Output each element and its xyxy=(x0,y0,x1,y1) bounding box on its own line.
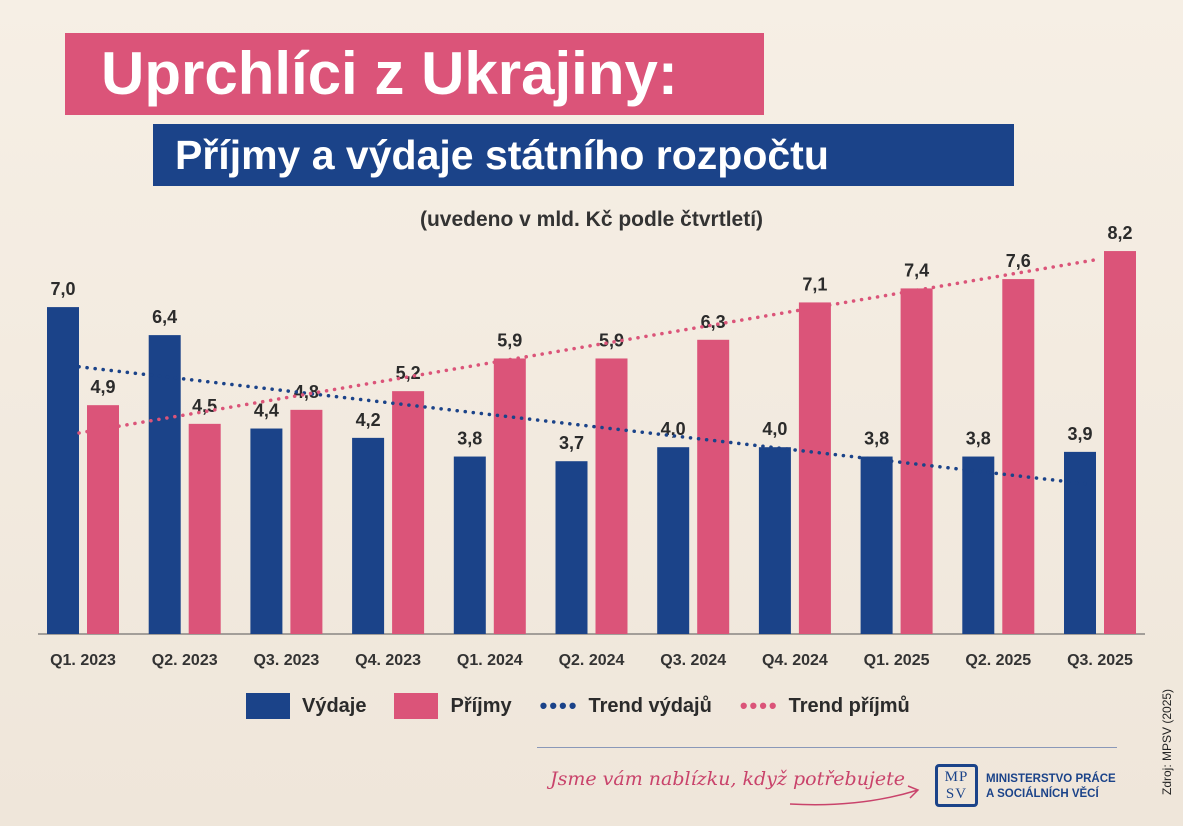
subtitle: Příjmy a výdaje státního rozpočtu xyxy=(153,124,1014,186)
x-tick-label: Q1. 2024 xyxy=(457,652,523,669)
x-tick-label: Q2. 2023 xyxy=(152,652,218,669)
data-label: 7,6 xyxy=(1006,251,1031,271)
data-label: 8,2 xyxy=(1107,223,1132,243)
legend-label: Příjmy xyxy=(450,694,512,717)
x-tick-label: Q4. 2024 xyxy=(762,652,828,669)
x-tick-label: Q3. 2024 xyxy=(660,652,726,669)
bar-prijmy xyxy=(188,423,221,634)
data-label: 4,9 xyxy=(90,377,115,397)
bar-prijmy xyxy=(900,288,933,634)
legend-label: Trend výdajů xyxy=(588,694,712,717)
source-note: Zdroj: MPSV (2025) xyxy=(1160,688,1174,795)
bar-vydaje xyxy=(1064,451,1096,634)
legend-label: Trend příjmů xyxy=(788,694,910,717)
bar-prijmy xyxy=(1104,251,1136,634)
slogan: Jsme vám nablízku, když potřebujete xyxy=(550,768,905,790)
divider xyxy=(537,747,1117,748)
dotted-line-icon: •••• xyxy=(539,693,579,718)
legend-label: Výdaje xyxy=(302,694,367,717)
bar-vydaje xyxy=(148,335,181,634)
bar-prijmy xyxy=(595,358,628,634)
data-label: 4,8 xyxy=(294,382,319,402)
legend-item-trend-vydaju: •••• Trend výdajů xyxy=(540,693,712,719)
legend-item-prijmy: Příjmy xyxy=(394,693,512,719)
data-label: 3,9 xyxy=(1067,424,1092,444)
ministry-line2: A SOCIÁLNÍCH VĚCÍ xyxy=(986,788,1099,800)
dotted-line-icon: •••• xyxy=(739,693,779,718)
data-label: 3,8 xyxy=(457,429,482,449)
bar-vydaje xyxy=(47,307,79,634)
bar-prijmy xyxy=(697,339,730,634)
legend-item-vydaje: Výdaje xyxy=(246,693,366,719)
bar-prijmy xyxy=(87,405,119,634)
data-label: 5,9 xyxy=(599,330,624,350)
x-tick-label: Q3. 2025 xyxy=(1067,652,1133,669)
x-tick-label: Q2. 2024 xyxy=(559,652,625,669)
bar-vydaje xyxy=(352,437,385,634)
data-label: 5,2 xyxy=(396,363,421,383)
bar-prijmy xyxy=(1002,279,1035,634)
legend-swatch xyxy=(246,693,290,719)
legend: Výdaje Příjmy •••• Trend výdajů •••• Trend… xyxy=(246,693,938,719)
bar-vydaje xyxy=(250,428,283,634)
x-tick-label: Q2. 2025 xyxy=(965,652,1031,669)
bar-vydaje xyxy=(962,456,995,634)
trendline-prijmy xyxy=(77,257,1100,435)
data-label: 6,3 xyxy=(701,312,726,332)
data-label: 7,0 xyxy=(50,279,75,299)
unit-note: (uvedeno v mld. Kč podle čtvrtletí) xyxy=(419,208,764,231)
bar-prijmy xyxy=(392,391,425,634)
trendline-vydaje xyxy=(77,364,1100,487)
bar-vydaje xyxy=(555,461,588,634)
bar-vydaje xyxy=(453,456,486,634)
data-label: 4,2 xyxy=(356,410,381,430)
legend-item-trend-prijmu: •••• Trend příjmů xyxy=(740,693,910,719)
x-tick-label: Q1. 2023 xyxy=(50,652,116,669)
ministry-line1: MINISTERSTVO PRÁCE xyxy=(986,773,1116,785)
data-label: 6,4 xyxy=(152,307,177,327)
data-label: 3,7 xyxy=(559,433,584,453)
data-label: 7,4 xyxy=(904,260,929,280)
data-label: 4,4 xyxy=(254,401,279,421)
data-label: 7,1 xyxy=(802,274,827,294)
bar-prijmy xyxy=(290,409,323,634)
legend-swatch xyxy=(394,693,439,719)
data-label: 3,8 xyxy=(966,429,991,449)
bar-vydaje xyxy=(860,456,893,634)
ministry-name: MINISTERSTVO PRÁCE A SOCIÁLNÍCH VĚCÍ xyxy=(986,772,1116,802)
data-label: 3,8 xyxy=(864,429,889,449)
x-tick-label: Q4. 2023 xyxy=(355,652,421,669)
bar-prijmy xyxy=(493,358,526,634)
x-tick-label: Q3. 2023 xyxy=(253,652,319,669)
bar-prijmy xyxy=(798,302,831,634)
data-label: 4,0 xyxy=(762,419,787,439)
bar-vydaje xyxy=(758,447,791,634)
title: Uprchlíci z Ukrajiny: xyxy=(65,33,764,115)
mpsv-logo: MP SV xyxy=(935,764,978,807)
bar-vydaje xyxy=(657,447,690,634)
x-tick-label: Q1. 2025 xyxy=(864,652,930,669)
data-label: 5,9 xyxy=(497,330,522,350)
data-label: 4,5 xyxy=(192,396,217,416)
